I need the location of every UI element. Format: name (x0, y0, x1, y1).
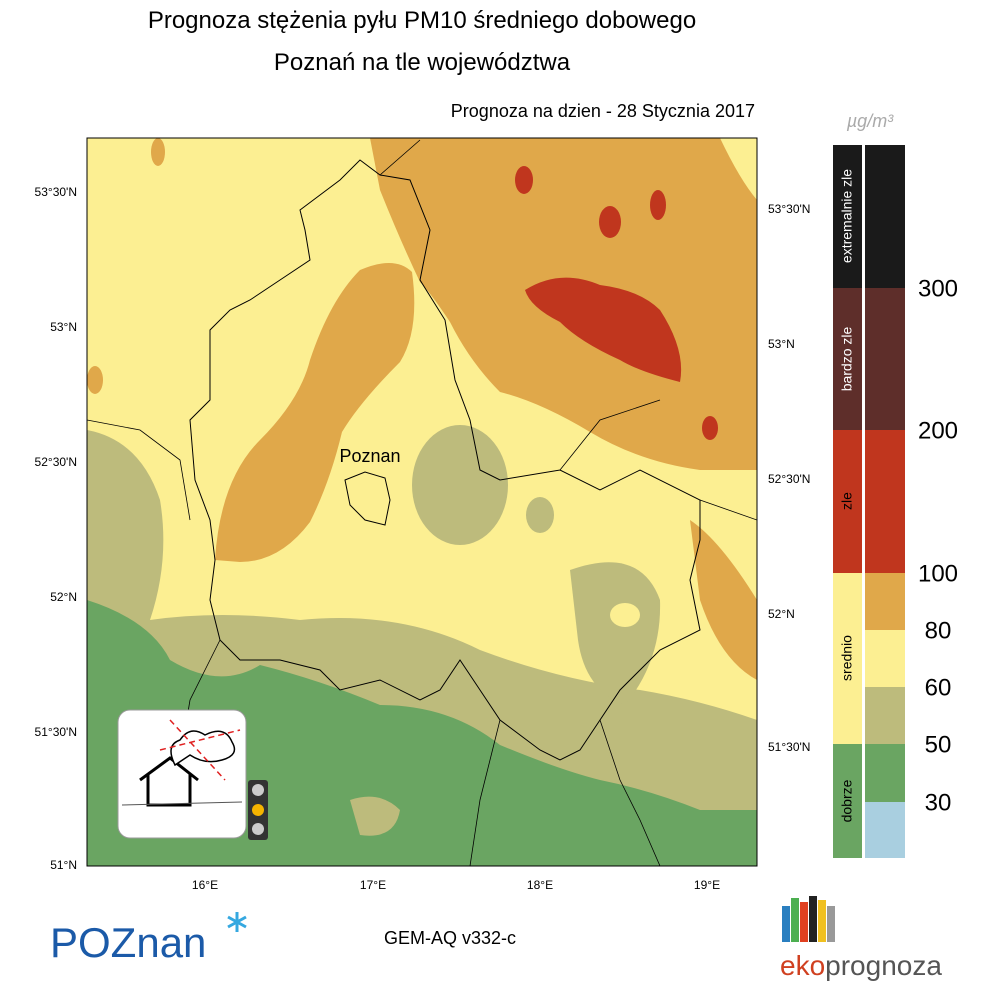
lat-label: 53°N (768, 337, 795, 351)
forecast-date: Prognoza na dzien - 28 Stycznia 2017 (451, 101, 755, 121)
lat-label: 52°N (50, 590, 77, 604)
threshold: 50 (925, 731, 952, 758)
lat-label: 52°30'N (768, 472, 810, 486)
threshold: 200 (918, 417, 958, 444)
lon-label: 19°E (694, 878, 720, 892)
threshold: 100 (918, 560, 958, 587)
legend-category: extremalnie zle (839, 169, 855, 263)
legend-category: zle (839, 492, 855, 510)
lat-label: 53°30'N (768, 202, 810, 216)
title: Prognoza stężenia pyłu PM10 średniego do… (148, 7, 696, 34)
logo-poznan: POZnan (50, 919, 206, 966)
threshold: 80 (925, 617, 952, 644)
logo-bars (782, 896, 835, 942)
lon-label: 18°E (527, 878, 553, 892)
unit: µg/m³ (846, 111, 894, 131)
model-label: GEM-AQ v332-c (384, 928, 516, 948)
logo-prognoza: prognoza (825, 950, 942, 981)
lat-label: 53°30'N (35, 185, 77, 199)
lat-label: 52°30'N (35, 455, 77, 469)
lat-label: 51°30'N (768, 740, 810, 754)
subtitle: Poznań na tle województwa (274, 49, 571, 76)
logo-ekoprognoza: ekoprognoza (780, 950, 942, 981)
lat-label: 51°N (50, 858, 77, 872)
legend-category: bardzo zle (839, 326, 855, 391)
map-frame (86, 137, 758, 867)
lat-label: 52°N (768, 607, 795, 621)
lat-label: 51°30'N (35, 725, 77, 739)
city-label: Poznan (339, 446, 400, 466)
lat-label: 53°N (50, 320, 77, 334)
legend (833, 145, 905, 858)
lon-label: 16°E (192, 878, 218, 892)
logo-star (227, 912, 247, 932)
logo-eko: eko (780, 950, 825, 981)
threshold: 30 (925, 789, 952, 816)
threshold: 300 (918, 275, 958, 302)
legend-category: srednio (839, 635, 855, 681)
legend-category: dobrze (839, 779, 855, 822)
lon-label: 17°E (360, 878, 386, 892)
threshold: 60 (925, 674, 952, 701)
pictogram (117, 709, 268, 840)
